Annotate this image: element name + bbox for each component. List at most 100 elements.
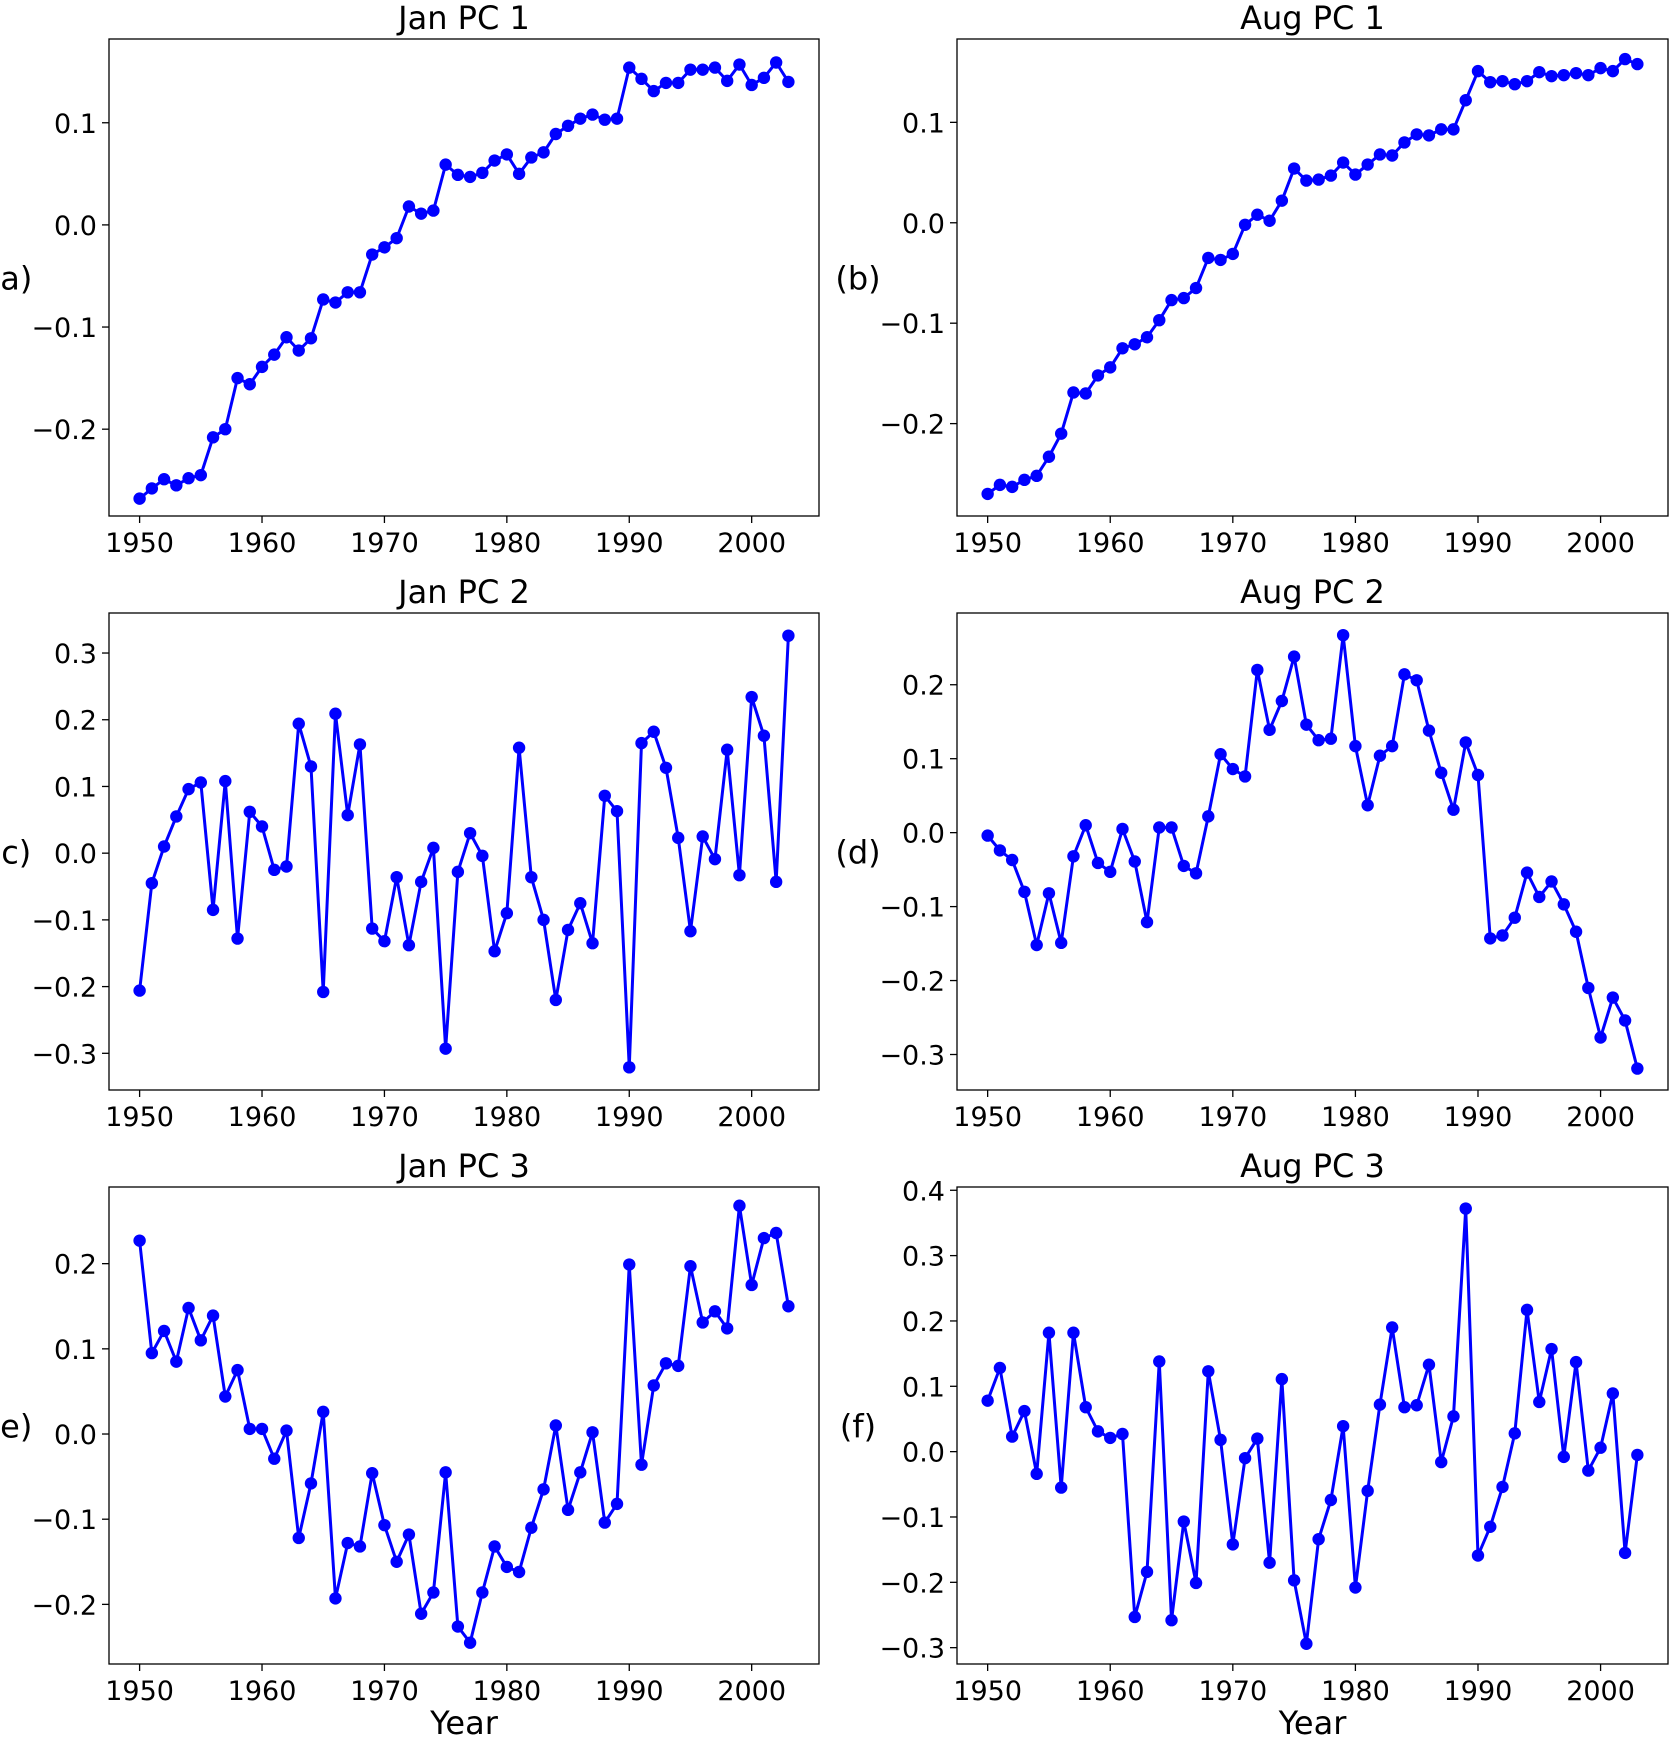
data-point [1533,1395,1546,1409]
y-tick-label: −0.2 [31,415,97,446]
data-point [194,1334,208,1347]
data-point [1582,68,1595,82]
chart-title: Aug PC 2 [1240,573,1385,611]
data-point [353,286,367,299]
data-point [720,74,734,88]
data-point [1263,1556,1276,1569]
data-point [1557,68,1571,82]
data-point [194,776,208,789]
data-point [206,431,220,444]
data-point [1079,1401,1092,1414]
data-point [439,1042,452,1055]
data-point [1116,342,1129,355]
data-point [476,849,489,863]
x-tick-label: 1990 [595,1102,664,1133]
series-line [986,1207,1639,1646]
data-point [1067,386,1080,399]
data-point [133,984,146,997]
data-point [1226,1538,1240,1551]
data-point [1226,762,1240,776]
data-point [1104,865,1117,879]
data-point [1618,1014,1632,1027]
data-point [219,1390,232,1403]
y-tick-label: −0.3 [879,1634,945,1665]
data-point [769,1226,783,1240]
data-point [1398,1401,1411,1414]
data-point [1079,819,1092,832]
data-point [1410,674,1423,687]
y-tick-label: 0.0 [902,819,945,850]
data-point [390,870,403,884]
data-point [1263,723,1276,737]
data-point [317,293,330,306]
data-point [1594,1441,1607,1454]
data-point [1238,218,1252,231]
data-point [1214,1433,1227,1447]
x-tick-label: 1950 [105,1676,174,1707]
y-tick-label: 0.2 [902,671,945,702]
data-point [414,1607,428,1620]
data-point [1484,1520,1497,1533]
y-tick-label: −0.3 [31,1039,97,1070]
data-point [1202,1365,1215,1378]
data-point [1153,1355,1166,1368]
data-point [427,1586,440,1599]
data-point [684,925,697,938]
data-point [1030,938,1043,952]
data-point [243,1422,256,1436]
y-tick-label: −0.1 [879,893,945,924]
data-point [145,876,159,890]
y-tick-label: −0.2 [879,410,945,441]
data-point [280,1424,293,1437]
data-point [1005,1430,1019,1443]
data-point [537,1483,550,1496]
data-point [1018,885,1031,899]
data-point [1373,148,1387,161]
data-point [1410,128,1423,141]
data-point [1202,810,1215,823]
panel-label: (c) [0,834,31,872]
data-point [586,937,599,950]
data-point [463,826,477,840]
data-point [157,1324,171,1338]
data-point [1631,1062,1644,1075]
y-tick-label: 0.1 [54,1335,97,1366]
data-point [1410,1399,1423,1412]
data-point [427,841,440,855]
x-tick-label: 1950 [105,1102,174,1133]
y-tick-label: −0.3 [879,1041,945,1072]
data-point [1104,361,1117,374]
y-tick-label: 0.1 [902,1372,945,1403]
data-point [268,348,281,361]
data-point [1226,247,1240,261]
data-point [647,1379,660,1392]
chart-panel-6: Aug PC 3 (f) 1950 1960 1970 1980 1990 2000 −0.3 −… [840,1147,1669,1742]
data-point [1030,469,1043,483]
data-point [1533,65,1546,79]
data-point [1214,748,1227,761]
x-tick-label: 1960 [1076,1102,1145,1133]
data-point [1263,214,1276,227]
chart-title: Aug PC 3 [1240,1147,1385,1185]
data-point [1165,293,1178,307]
data-point [329,1592,342,1605]
data-point [1336,156,1350,169]
data-point [1606,1387,1620,1400]
data-point [1018,473,1031,487]
data-point [1373,1398,1387,1411]
y-tick-label: 0.3 [54,639,97,670]
data-point [1496,74,1509,88]
data-point [1287,162,1301,175]
data-point [1508,77,1521,91]
data-point [1557,1450,1571,1464]
data-point [684,63,697,76]
data-point [1471,64,1485,78]
data-point [696,1316,709,1329]
data-point [1030,1467,1043,1481]
data-point [696,63,709,76]
data-point [1165,821,1178,834]
data-point [304,760,318,773]
data-point [219,774,232,788]
data-point [981,829,994,842]
